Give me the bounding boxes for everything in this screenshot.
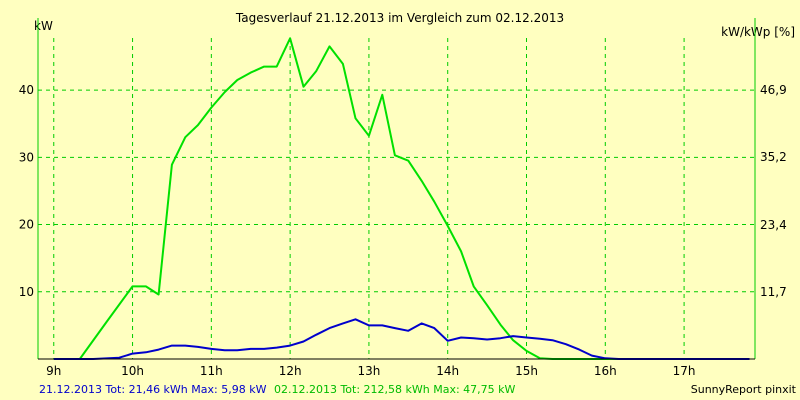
y-right-tick-label-11,7: 11,7 xyxy=(760,285,787,299)
footer-credit: SunnyReport pinxit xyxy=(691,383,797,396)
y-left-tick-label-20: 20 xyxy=(19,218,34,232)
y-axis-label-left: kW xyxy=(34,19,53,33)
x-tick-label-10h: 10h xyxy=(121,364,144,378)
x-tick-label-11h: 11h xyxy=(200,364,223,378)
y-right-tick-label-35,2: 35,2 xyxy=(760,150,787,164)
axis-frame xyxy=(37,18,756,360)
footer-stats: 21.12.2013 Tot: 21,46 kWh Max: 5,98 kW 0… xyxy=(39,383,516,396)
x-tick-label-13h: 13h xyxy=(357,364,380,378)
x-tick-label-17h: 17h xyxy=(673,364,696,378)
x-tick-label-9h: 9h xyxy=(46,364,61,378)
x-tick-label-12h: 12h xyxy=(279,364,302,378)
x-tick-label-15h: 15h xyxy=(515,364,538,378)
y-left-tick-labels: 10 20 30 40 xyxy=(19,83,34,299)
x-tick-label-14h: 14h xyxy=(436,364,459,378)
y-left-tick-label-10: 10 xyxy=(19,285,34,299)
footer-stats-02-12: 02.12.2013 Tot: 212,58 kWh Max: 47,75 kW xyxy=(274,383,516,396)
y-axis-label-right: kW/kWp [%] xyxy=(721,25,795,39)
chart-title: Tagesverlauf 21.12.2013 im Vergleich zum… xyxy=(235,11,564,25)
footer-stats-21-12: 21.12.2013 Tot: 21,46 kWh Max: 5,98 kW xyxy=(39,383,267,396)
y-left-tick-label-30: 30 xyxy=(19,150,34,164)
x-tick-label-16h: 16h xyxy=(594,364,617,378)
y-left-tick-label-40: 40 xyxy=(19,83,34,97)
y-right-tick-labels: 11,7 23,4 35,2 46,9 xyxy=(760,83,787,299)
grid xyxy=(38,38,755,359)
y-right-tick-label-23,4: 23,4 xyxy=(760,218,787,232)
y-right-tick-label-46,9: 46,9 xyxy=(760,83,787,97)
x-tick-labels: 9h 10h 11h 12h 13h 14h 15h 16h 17h xyxy=(46,364,695,378)
